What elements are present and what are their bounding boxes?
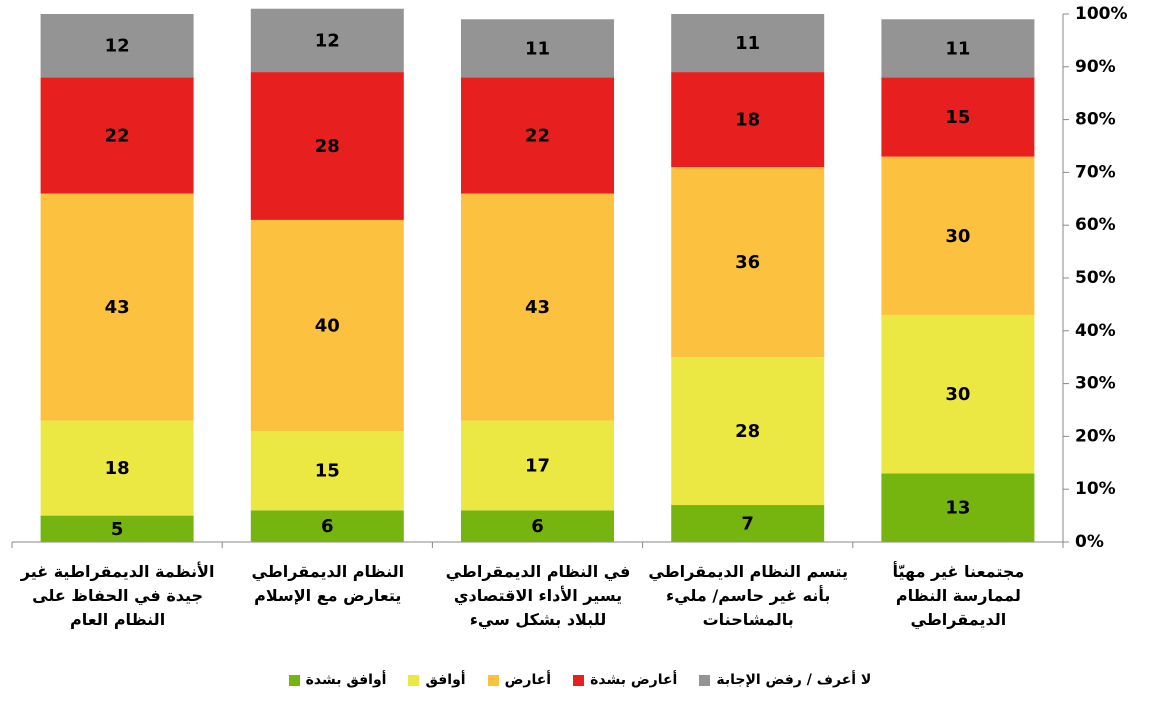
bar-segment [40,77,194,194]
bar-segment [671,14,825,73]
bar-segment [881,77,1035,157]
bar-segment [40,515,194,542]
bar-segment [461,510,614,542]
bar-segment [881,19,1035,78]
y-tick-label: 20% [1075,426,1116,446]
value-label: 13 [945,498,970,519]
legend-swatch [573,674,585,686]
value-label: 22 [105,125,130,146]
bar-segment [671,505,825,542]
bar-segment [40,193,194,421]
y-tick-label: 0% [1075,532,1104,552]
bar-segment [250,219,404,432]
y-tick-label: 70% [1075,162,1116,182]
bar-segment [40,420,194,516]
legend-swatch [408,674,420,686]
bar-segment [881,473,1035,542]
value-label: 7 [741,514,754,535]
value-label: 22 [525,125,550,146]
legend-swatch [288,674,300,686]
y-tick-label: 30% [1075,374,1116,394]
y-tick-label: 40% [1075,321,1116,341]
value-label: 43 [105,297,130,318]
x-tick-label: يتسم النظام الديمقراطي بأنه غير حاسم/ مل… [648,562,848,629]
bar-segment [250,8,404,73]
y-tick-label: 80% [1075,110,1116,130]
legend-swatch [699,674,711,686]
legend-item: لا أعرف / رفض الإجابة [699,672,871,688]
y-tick-label: 100% [1075,4,1128,24]
legend-label: أعارض [504,672,552,688]
value-label: 18 [735,110,760,131]
legend-label: أعارض بشدة [590,672,678,688]
value-label: 11 [945,38,970,59]
bar-segment [461,19,614,78]
value-label: 30 [945,226,970,247]
bar-segment [461,193,614,421]
value-label: 18 [105,458,130,479]
value-label: 11 [735,33,760,54]
legend-label: لا أعرف / رفض الإجابة [716,672,872,688]
x-tick-label: مجتمعنا غير مهيّأ لممارسة النظام الديمقر… [892,562,1025,629]
value-label: 17 [525,455,550,476]
legend-label: أوافق [425,672,466,688]
value-label: 12 [315,30,340,51]
bar-segment [250,510,404,542]
legend-item: أوافق بشدة [288,672,387,688]
y-tick-label: 90% [1075,57,1116,77]
value-label: 30 [945,384,970,405]
value-label: 40 [315,316,340,337]
bar-segment [461,77,614,194]
legend-item: أعارض [487,672,552,688]
bar-segment [250,431,404,511]
y-tick-label: 10% [1075,479,1116,499]
bar-segment [40,14,194,78]
bar-segment [250,72,404,220]
value-label: 43 [525,297,550,318]
bar-segment [671,72,825,168]
value-label: 28 [735,421,760,442]
bar-segment [461,420,614,511]
bar-segment [881,156,1035,315]
value-label: 6 [531,516,544,537]
value-label: 12 [105,36,130,57]
value-label: 6 [321,516,334,537]
y-tick-label: 60% [1075,215,1116,235]
legend: لا أعرف / رفض الإجابة أعارض بشدة أعارض أواف… [0,672,1160,688]
bar-segment [671,167,825,358]
value-label: 15 [315,461,340,482]
value-label: 5 [111,519,124,540]
value-label: 28 [315,136,340,157]
bar-segment [881,314,1035,474]
value-label: 15 [945,107,970,128]
value-label: 36 [735,252,760,273]
value-label: 11 [525,38,550,59]
legend-swatch [487,674,499,686]
bar-segment [671,357,825,506]
x-tick-label: النظام الديمقراطي يتعارض مع الإسلام [251,562,405,605]
x-tick-label: الأنظمة الديمقراطية غير جيدة في الحفاظ ع… [20,562,215,629]
x-tick-label: في النظام الديمقراطي يسير الأداء الاقتصا… [445,562,631,629]
legend-item: أعارض بشدة [573,672,677,688]
y-tick-label: 50% [1075,268,1116,288]
legend-label: أوافق بشدة [305,672,387,688]
legend-item: أوافق [408,672,466,688]
